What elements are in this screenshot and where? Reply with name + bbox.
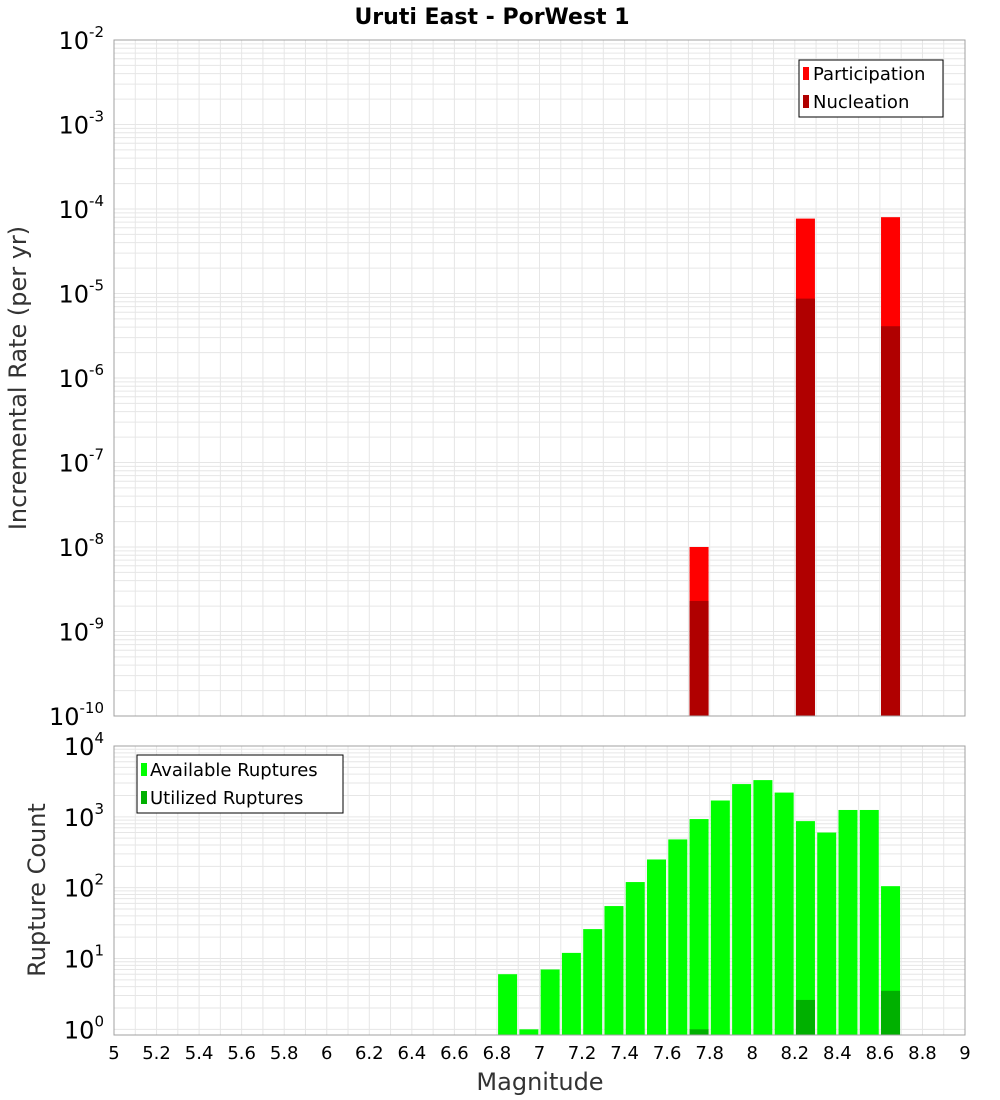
x-tick-label: 8.6 [866, 1043, 895, 1064]
bottom-bars [498, 780, 901, 1035]
bar-available-ruptures [795, 821, 815, 1035]
x-tick-label: 7.4 [610, 1043, 639, 1064]
x-tick-label: 5.6 [227, 1043, 256, 1064]
bar-available-ruptures [647, 859, 667, 1035]
y-tick-label: 10-9 [58, 615, 104, 647]
y-tick-label: 10-6 [58, 361, 104, 393]
bar-nucleation [689, 600, 709, 716]
bar-available-ruptures [604, 906, 624, 1035]
bottom-legend-box [136, 754, 344, 814]
y-tick-label: 101 [64, 942, 104, 974]
x-tick-label: 8.4 [823, 1043, 852, 1064]
legend-swatch-participation [803, 67, 809, 80]
x-tick-label: 6 [321, 1043, 332, 1064]
bar-available-ruptures [498, 974, 518, 1035]
x-tick-label: 6.2 [355, 1043, 384, 1064]
bar-available-ruptures [774, 792, 794, 1035]
y-tick-label: 10-8 [58, 530, 104, 562]
x-tick-label: 5.2 [142, 1043, 171, 1064]
bottom-plot: 104 103 102 101 100 5 5.2 5.4 5.6 5.8 6 6.2 6.4 6.6 6… [23, 729, 971, 1096]
legend-label-utilized: Utilized Ruptures [150, 788, 303, 809]
bar-available-ruptures [732, 784, 752, 1035]
bar-utilized-ruptures [689, 1029, 709, 1035]
x-tick-label: 8 [747, 1043, 758, 1064]
bar-nucleation [881, 326, 901, 716]
y-tick-label: 103 [64, 800, 104, 832]
top-legend-box [798, 59, 944, 118]
x-tick-label: 6.8 [483, 1043, 512, 1064]
x-tick-label: 5 [108, 1043, 119, 1064]
y-tick-label: 104 [64, 729, 104, 761]
y-tick-label: 10-3 [58, 108, 104, 140]
bar-utilized-ruptures [795, 999, 815, 1035]
y-tick-label: 10-5 [58, 277, 104, 309]
bar-available-ruptures [519, 1029, 539, 1035]
bar-available-ruptures [583, 929, 603, 1035]
y-tick-label: 10-10 [49, 699, 104, 731]
bar-available-ruptures [668, 839, 688, 1035]
bar-available-ruptures [710, 800, 730, 1035]
bottom-y-axis-label: Rupture Count [23, 803, 51, 977]
x-tick-label: 6.4 [398, 1043, 427, 1064]
x-tick-label: 9 [959, 1043, 970, 1064]
x-axis-label: Magnitude [476, 1068, 603, 1096]
y-tick-label: 100 [64, 1012, 104, 1044]
top-plot-border [113, 39, 966, 717]
y-tick-label: 10-4 [58, 192, 104, 224]
top-plot: 10-2 10-3 10-4 10-5 10-6 10-7 10-8 10-9 10-10 In… [4, 23, 966, 731]
bar-nucleation [795, 298, 815, 716]
top-bars [689, 217, 901, 716]
x-tick-label: 7.6 [653, 1043, 682, 1064]
bar-available-ruptures [817, 832, 837, 1035]
y-tick-label: 10-2 [58, 23, 104, 55]
legend-swatch-utilized [141, 791, 147, 804]
bar-available-ruptures [753, 780, 773, 1035]
bottom-legend: Available Ruptures Utilized Ruptures [136, 754, 344, 814]
y-tick-label: 102 [64, 871, 104, 903]
legend-swatch-nucleation [803, 95, 809, 108]
bottom-plot-border [113, 745, 966, 1036]
bar-available-ruptures [859, 809, 879, 1035]
x-ticks: 5 5.2 5.4 5.6 5.8 6 6.2 6.4 6.6 6.8 7 7.2 7.4 7.6 7.8 8… [108, 1043, 970, 1064]
chart-title: Uruti East - PorWest 1 [354, 5, 629, 30]
top-y-ticks: 10-2 10-3 10-4 10-5 10-6 10-7 10-8 10-9 10-10 [49, 23, 104, 731]
y-tick-label: 10-7 [58, 446, 104, 478]
bar-available-ruptures [540, 969, 560, 1035]
top-gridlines [113, 40, 966, 717]
legend-label-participation: Participation [813, 64, 925, 85]
legend-label-nucleation: Nucleation [813, 92, 909, 113]
legend-swatch-available [141, 763, 147, 776]
bar-available-ruptures [561, 952, 581, 1035]
x-tick-label: 6.6 [440, 1043, 469, 1064]
x-tick-label: 5.4 [185, 1043, 214, 1064]
bar-available-ruptures [689, 819, 709, 1035]
x-tick-label: 7.2 [568, 1043, 597, 1064]
top-legend: Participation Nucleation [798, 59, 944, 118]
bar-available-ruptures [625, 882, 645, 1035]
bottom-y-ticks: 104 103 102 101 100 [64, 729, 104, 1044]
x-tick-label: 7.8 [695, 1043, 724, 1064]
top-y-axis-label: Incremental Rate (per yr) [4, 226, 32, 530]
bar-utilized-ruptures [881, 990, 901, 1035]
x-tick-label: 8.8 [908, 1043, 937, 1064]
x-tick-label: 8.2 [780, 1043, 809, 1064]
bar-available-ruptures [838, 809, 858, 1035]
x-tick-label: 5.8 [270, 1043, 299, 1064]
x-tick-label: 7 [534, 1043, 545, 1064]
legend-label-available: Available Ruptures [150, 760, 318, 781]
